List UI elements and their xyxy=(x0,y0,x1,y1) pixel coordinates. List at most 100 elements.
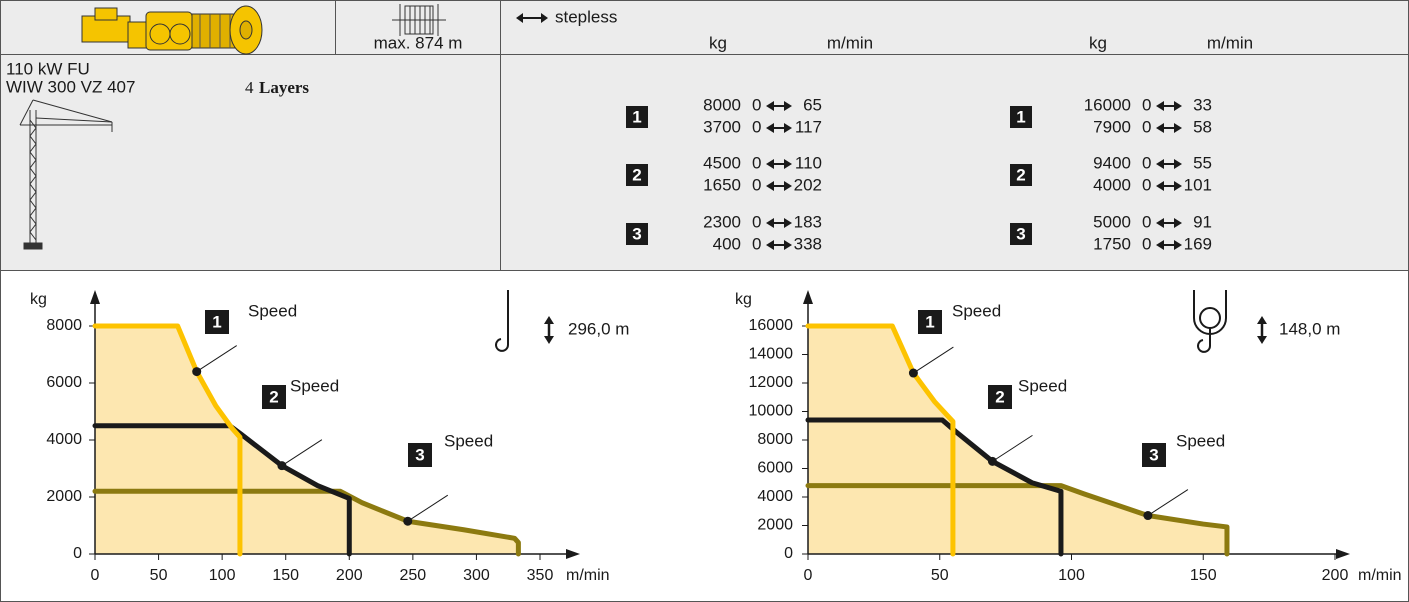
gear-badge xyxy=(1010,223,1032,245)
speed-to: 58 xyxy=(1193,117,1212,136)
load-kg: 1750 xyxy=(1093,234,1131,253)
spec-line: 110 kW FU xyxy=(6,59,90,78)
legend-name: Speed xyxy=(1018,376,1067,395)
rope-length: max. 874 m xyxy=(374,33,463,52)
winch-illustration xyxy=(81,5,263,55)
load-kg: 7900 xyxy=(1093,117,1131,136)
double-arrow xyxy=(1156,181,1182,191)
y-tick-label: 12000 xyxy=(749,374,794,391)
x-tick-label: 100 xyxy=(1058,567,1085,584)
double-arrow xyxy=(1156,123,1182,133)
gear-badge xyxy=(1142,443,1166,467)
load-kg: 2300 xyxy=(703,212,741,231)
layers-word: Layers xyxy=(259,78,309,97)
column-header: m/min xyxy=(1207,33,1253,52)
x-tick-label: 200 xyxy=(336,567,363,584)
gear-badge xyxy=(1010,106,1032,128)
curve-marker xyxy=(277,461,287,471)
speed-from: 0 xyxy=(1142,212,1151,231)
y-tick-label: 2000 xyxy=(46,488,82,505)
sheave xyxy=(1199,307,1221,329)
speed-from: 0 xyxy=(1142,234,1151,253)
leader-line xyxy=(913,346,954,374)
gear-badge xyxy=(1010,164,1032,186)
leader-line xyxy=(1147,489,1189,516)
arrow-heads xyxy=(544,316,554,344)
area-fill xyxy=(95,491,519,554)
load-kg: 4000 xyxy=(1093,175,1131,194)
gear-number: 3 xyxy=(415,445,424,464)
y-axis-arrow xyxy=(90,290,100,304)
lift-height: 296,0 m xyxy=(568,319,629,338)
arrow-heads xyxy=(1156,123,1182,133)
arrow-heads xyxy=(766,101,792,111)
speed-curve xyxy=(805,323,956,557)
double-arrow xyxy=(766,159,792,169)
y-tick-label: 8000 xyxy=(757,431,793,448)
hook xyxy=(495,290,509,352)
gear-number: 1 xyxy=(925,312,934,331)
speed-from: 0 xyxy=(1142,175,1151,194)
arrow-heads xyxy=(1156,218,1182,228)
x-axis-arrow xyxy=(566,549,580,559)
legend-name: Speed xyxy=(248,301,297,320)
double-arrow xyxy=(1156,101,1182,111)
y-tick-label: 4000 xyxy=(757,488,793,505)
speed-to: 183 xyxy=(794,212,822,231)
column-header: kg xyxy=(709,33,727,52)
vertical-double-arrow xyxy=(544,316,554,344)
load-kg: 400 xyxy=(713,234,741,253)
speed-from: 0 xyxy=(1142,95,1151,114)
arrow-heads xyxy=(1156,181,1182,191)
x-tick-label: 150 xyxy=(1190,567,1217,584)
y-tick-label: 6000 xyxy=(757,460,793,477)
leader-line xyxy=(992,434,1033,462)
arrow-heads xyxy=(1156,159,1182,169)
y-tick-label: 0 xyxy=(784,545,793,562)
speed-from: 0 xyxy=(752,175,761,194)
speed-curve xyxy=(92,323,243,557)
speed-to: 55 xyxy=(1193,153,1212,172)
speed-to: 91 xyxy=(1193,212,1212,231)
y-tick-label: 16000 xyxy=(749,317,794,334)
y-tick-label: 2000 xyxy=(757,517,793,534)
y-tick-label: 0 xyxy=(73,545,82,562)
speed-to: 202 xyxy=(794,175,822,194)
speed-to: 169 xyxy=(1184,234,1212,253)
y-tick-label: 4000 xyxy=(46,431,82,448)
double-arrow xyxy=(766,181,792,191)
arrow-heads xyxy=(766,123,792,133)
arrow-heads xyxy=(1257,316,1267,344)
legend-name: Speed xyxy=(290,376,339,395)
load-kg: 3700 xyxy=(703,117,741,136)
gear-badge xyxy=(408,443,432,467)
x-tick-label: 300 xyxy=(463,567,490,584)
gear-number: 3 xyxy=(632,224,641,243)
x-tick-label: 100 xyxy=(209,567,236,584)
crane-icon xyxy=(19,99,113,250)
speed-from: 0 xyxy=(1142,153,1151,172)
legend-name: Speed xyxy=(444,431,493,450)
load-kg: 1650 xyxy=(703,175,741,194)
speed-to: 338 xyxy=(794,234,822,253)
speed-curve xyxy=(92,488,521,557)
spec-line: WIW 300 VZ 407 xyxy=(6,77,135,96)
double-arrow xyxy=(766,123,792,133)
gear-badge xyxy=(626,106,648,128)
y-tick-label: 8000 xyxy=(46,317,82,334)
double-arrow xyxy=(516,13,548,23)
speed-from: 0 xyxy=(752,95,761,114)
area-fill xyxy=(808,485,1227,554)
gear-badge xyxy=(262,385,286,409)
mode: stepless xyxy=(555,7,617,26)
speed-to: 101 xyxy=(1184,175,1212,194)
load-kg: 5000 xyxy=(1093,212,1131,231)
x-axis-arrow xyxy=(1336,549,1350,559)
gear-badge xyxy=(988,385,1012,409)
gear-number: 1 xyxy=(632,107,641,126)
arrow-heads xyxy=(766,218,792,228)
curve-marker xyxy=(908,368,918,378)
double-arrow xyxy=(1156,240,1182,250)
speed-from: 0 xyxy=(752,234,761,253)
